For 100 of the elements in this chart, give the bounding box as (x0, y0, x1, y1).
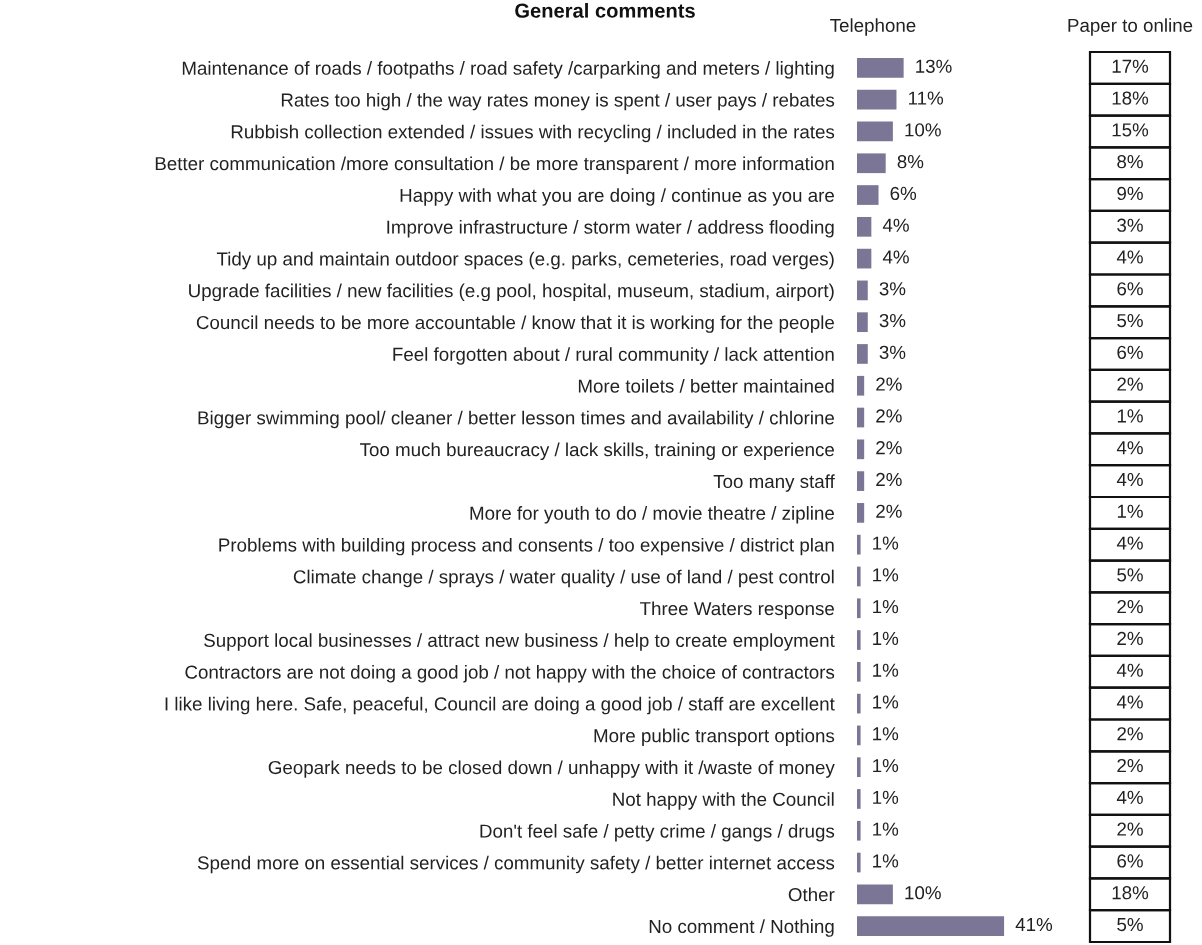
bar (857, 789, 861, 809)
bar (857, 471, 865, 491)
data-label: 4% (1116, 695, 1143, 709)
data-label: 1% (873, 854, 899, 868)
data-label: 1% (873, 568, 899, 582)
bar (857, 757, 861, 778)
data-label: 2% (1117, 822, 1143, 836)
data-label: 4% (882, 218, 909, 232)
data-label: 4% (882, 250, 909, 264)
data-label: 4% (1116, 536, 1143, 550)
y-tick-label: Improve infrastructure / storm water / address flooding (387, 220, 834, 238)
data-label: 17% (1112, 59, 1149, 73)
y-tick-label: Problems with building process and consents / too expensive / district plan (219, 537, 834, 556)
data-label: 1% (873, 790, 899, 804)
y-tick-label: Too much bureaucracy / lack skills, training or experience (360, 442, 834, 461)
bar (857, 344, 868, 364)
y-tick-label: I like living here. Safe, peaceful, Council are doing a good job / staff are excellent (165, 696, 835, 715)
text: Paper to online (1068, 18, 1193, 36)
data-label: 2% (876, 504, 902, 518)
bar (857, 185, 879, 205)
data-label: 8% (1117, 155, 1143, 169)
bar (857, 153, 886, 174)
y-tick-label: Don't feel safe / petty crime / gangs / drugs (480, 823, 835, 842)
data-label: 1% (873, 631, 899, 645)
bar (857, 693, 861, 714)
y-tick-label: Geopark needs to be closed down / unhappy with it /waste of money (268, 760, 835, 778)
bar (857, 820, 861, 841)
data-label: 15% (1112, 123, 1149, 137)
data-label: 1% (873, 536, 899, 550)
data-label: 10% (905, 886, 941, 900)
y-tick-label: Climate change / sprays / water quality / use of land / pest control (293, 569, 834, 588)
data-label: 1% (873, 727, 899, 741)
data-label: 2% (876, 441, 902, 455)
data-label: 2% (1117, 631, 1143, 645)
bar (857, 598, 861, 619)
y-tick-label: Tidy up and maintain outdoor spaces (e.g. parks, cemeteries, road verges) (216, 251, 834, 270)
data-label: 5% (1117, 917, 1143, 932)
bar (857, 89, 897, 110)
y-tick-label: Too many staff (713, 474, 835, 492)
bar (857, 630, 861, 650)
y-tick-label: Three Waters response (640, 601, 834, 619)
y-tick-label: Better communication /more consultation / be more transparent / more information (155, 156, 834, 174)
y-tick-label: Rubbish collection extended / issues with recycling / included in the rates (231, 124, 835, 143)
y-tick-label: Contractors are not doing a good job / not happy with the choice of contractors (185, 665, 835, 683)
data-label: 6% (1117, 345, 1143, 359)
bar (857, 725, 861, 746)
bar (857, 375, 865, 396)
data-label: 1% (1117, 504, 1143, 518)
bar (857, 248, 872, 269)
bar (857, 534, 861, 555)
data-label: 13% (916, 59, 952, 73)
bar (857, 503, 865, 523)
y-tick-label: Not happy with the Council (613, 792, 834, 810)
data-label: 4% (1116, 663, 1143, 677)
data-label: 10% (905, 123, 941, 137)
y-tick-label: Rates too high / the way rates money is spent / user pays / rebates (281, 92, 835, 111)
y-tick-label: No comment / Nothing (649, 919, 834, 937)
series-label: Telephone (830, 18, 916, 36)
data-label: 3% (879, 313, 906, 328)
bar (857, 216, 872, 237)
bar (857, 439, 865, 460)
data-label: 1% (873, 822, 899, 836)
data-label: 2% (1117, 758, 1143, 773)
data-label: 9% (1117, 186, 1143, 201)
y-tick-label: Council needs to be more accountable / know that it is working for the people (196, 315, 834, 333)
data-label: 2% (876, 472, 902, 487)
bar (857, 884, 893, 905)
bar (857, 852, 861, 873)
data-label: 41% (1015, 917, 1053, 932)
data-label: 5% (1117, 568, 1143, 582)
bar (857, 58, 904, 78)
y-tick-label: More for youth to do / movie theatre / zipline (470, 506, 834, 524)
y-tick-label: Support local businesses / attract new business / help to create employment (204, 633, 835, 651)
data-label: 1% (873, 600, 899, 614)
y-tick-label: Upgrade facilities / new facilities (e.g pool, hospital, museum, stadium, airport) (189, 283, 834, 302)
y-tick-label: Bigger swimming pool/ cleaner / better lesson times and availability / chlorine (198, 410, 834, 429)
data-label: 4% (1116, 441, 1143, 455)
data-label: 6% (890, 186, 917, 201)
y-tick-label: Maintenance of roads / footpaths / road safety /carparking and meters / lighting (182, 61, 834, 79)
data-label: 6% (1117, 282, 1143, 296)
y-tick-label: Spend more on essential services / community safety / better internet access (197, 855, 835, 874)
bar (857, 916, 1005, 936)
y-tick-label: More toilets / better maintained (578, 378, 834, 393)
data-label: 1% (1117, 409, 1143, 423)
data-label: 2% (876, 377, 902, 391)
data-label: 1% (873, 695, 899, 709)
data-label: 3% (1117, 218, 1143, 232)
data-label: 1% (873, 663, 899, 677)
y-tick-label: Happy with what you are doing / continue as you are (400, 188, 834, 206)
y-tick-label: Feel forgotten about / rural community / lack attention (393, 347, 834, 365)
data-label: 3% (879, 282, 906, 296)
bar (857, 121, 893, 142)
bar (857, 661, 861, 682)
bar (857, 312, 868, 333)
data-label: 18% (1112, 91, 1149, 105)
data-label: 1% (873, 759, 899, 773)
bar (857, 407, 865, 428)
data-label: 4% (1116, 790, 1143, 804)
data-label: 5% (1117, 314, 1143, 328)
data-label: 18% (1112, 886, 1149, 900)
